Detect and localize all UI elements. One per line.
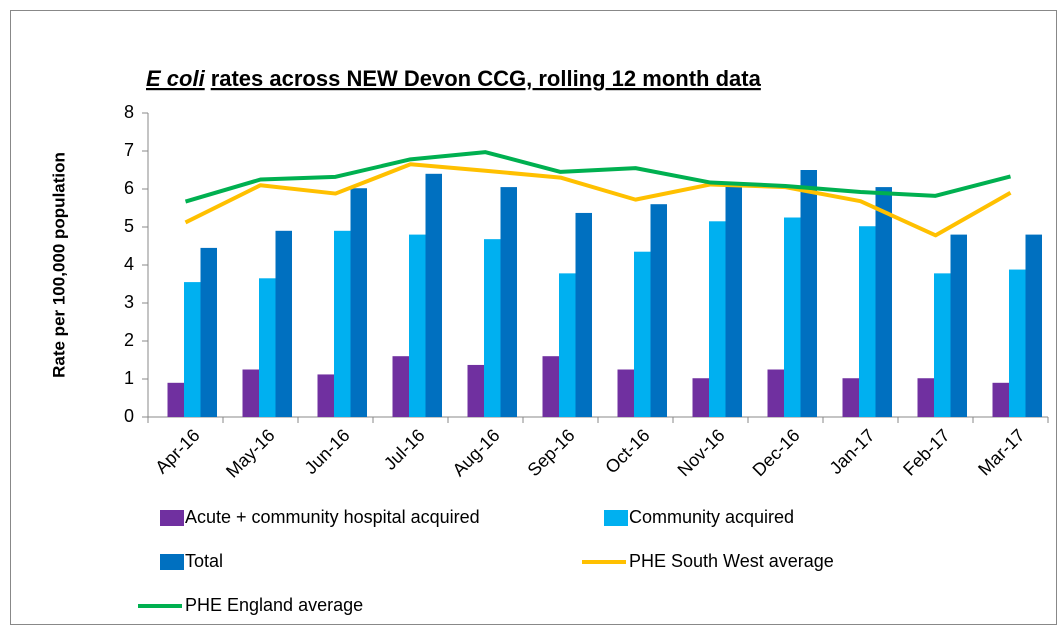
legend-swatch xyxy=(604,510,628,526)
bar xyxy=(575,212,592,417)
bar xyxy=(992,382,1009,417)
bar xyxy=(709,221,726,417)
bar xyxy=(859,226,876,417)
y-tick-label: 3 xyxy=(124,292,134,312)
bar xyxy=(950,234,967,417)
bar xyxy=(167,382,184,417)
bar xyxy=(542,356,559,417)
bar xyxy=(784,217,801,417)
legend-label: Total xyxy=(185,551,223,571)
y-tick-label: 6 xyxy=(124,178,134,198)
bar xyxy=(917,378,934,417)
y-tick-label: 8 xyxy=(124,102,134,122)
bar xyxy=(1025,234,1042,417)
bar xyxy=(934,273,951,417)
title-text: rates across NEW Devon CCG, rolling 12 m… xyxy=(211,66,762,91)
y-tick-label: 1 xyxy=(124,368,134,388)
bar xyxy=(767,369,784,417)
legend-swatch xyxy=(160,554,184,570)
bar xyxy=(425,173,442,417)
bar xyxy=(692,378,709,417)
bar xyxy=(1009,269,1026,417)
line xyxy=(184,150,1012,204)
y-axis-label: Rate per 100,000 population xyxy=(49,152,68,378)
bar xyxy=(634,251,651,417)
legend-label: PHE South West average xyxy=(629,551,834,571)
y-tick-label: 7 xyxy=(124,140,134,160)
bar xyxy=(392,356,409,417)
bar xyxy=(350,188,367,417)
bar xyxy=(650,204,667,417)
bar xyxy=(409,234,426,417)
legend-label: Community acquired xyxy=(629,507,794,527)
bar xyxy=(875,187,892,417)
legend-swatch xyxy=(160,510,184,526)
bar xyxy=(200,247,217,417)
bar xyxy=(800,170,817,417)
y-tick-label: 5 xyxy=(124,216,134,236)
line xyxy=(184,162,1012,238)
bar xyxy=(617,369,634,417)
bar xyxy=(467,364,484,417)
bar xyxy=(317,374,334,417)
chart-title: E coli rates across NEW Devon CCG, rollin… xyxy=(146,66,762,91)
bar xyxy=(334,230,351,417)
bar xyxy=(842,378,859,417)
y-tick-label: 4 xyxy=(124,254,134,274)
legend-label: Acute + community hospital acquired xyxy=(185,507,480,527)
bar xyxy=(725,186,742,417)
bar xyxy=(259,278,276,417)
bar xyxy=(275,230,292,417)
y-tick-label: 2 xyxy=(124,330,134,350)
bar xyxy=(500,187,517,417)
bar xyxy=(559,273,576,417)
chart-frame xyxy=(10,10,1057,625)
bar xyxy=(242,369,259,417)
bar xyxy=(484,239,501,417)
title-italic: E coli xyxy=(146,66,206,91)
y-tick-label: 0 xyxy=(124,406,134,426)
legend-label: PHE England average xyxy=(185,595,363,615)
bar xyxy=(184,282,201,417)
